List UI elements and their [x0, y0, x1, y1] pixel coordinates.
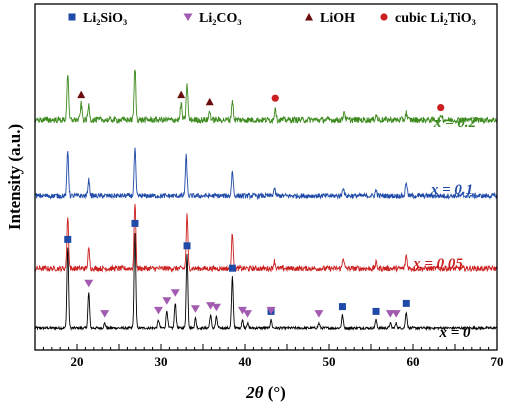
y-axis-title: Intensity (a.u.) [5, 124, 24, 230]
series-line-1 [34, 203, 498, 273]
triangle_up-marker-2 [205, 97, 214, 106]
legend-label-1: Li₂CO₃ [199, 11, 242, 26]
triangle_up-marker-1 [177, 90, 186, 99]
legend-marker-0 [68, 13, 76, 21]
legend-label-3: cubic Li₂TiO₃ [395, 11, 476, 26]
series-line-0 [34, 233, 498, 331]
x-axis-title: 2θ (°) [245, 383, 286, 402]
x-axis-title-unit: (°) [263, 383, 285, 402]
marker-layer [64, 90, 445, 318]
square-marker-7 [402, 299, 410, 307]
legend-marker-3 [380, 13, 388, 21]
x-tick-label-40: 40 [239, 354, 252, 369]
x-tick-label-70: 70 [491, 354, 504, 369]
triangle_down-marker-12 [385, 310, 395, 318]
triangle_down-marker-10 [266, 306, 276, 315]
square-marker-6 [372, 307, 380, 315]
triangle_down-marker-2 [153, 306, 163, 315]
x-tick-label-30: 30 [155, 354, 168, 369]
x-tick-label-50: 50 [323, 354, 336, 369]
series-label-3: x = 0.2 [433, 115, 477, 131]
series-line-3 [34, 69, 498, 125]
series-label-0: x = 0 [438, 325, 471, 341]
legend-label-2: LiOH [320, 11, 355, 26]
legend-marker-2 [305, 13, 313, 21]
plot-frame [34, 3, 498, 351]
triangle_down-marker-3 [162, 297, 172, 305]
x-tick-label-20: 20 [71, 354, 84, 369]
square-marker-5 [338, 303, 346, 311]
triangle_down-marker-7 [211, 303, 221, 312]
legend-marker-1 [183, 13, 193, 21]
circle-marker-0 [271, 94, 279, 102]
triangle_down-marker-13 [391, 310, 401, 318]
tick-layer: 20 30 40 50 60 70 [34, 344, 504, 369]
series-layer [34, 69, 498, 331]
square-marker-3 [228, 264, 236, 272]
legend-label-0: Li₂SiO₃ [83, 11, 127, 26]
series-line-2 [34, 147, 498, 201]
x-axis-title-symbol: 2θ [245, 383, 264, 402]
triangle_down-marker-5 [190, 305, 200, 313]
series-label-1: x = 0.05 [412, 256, 463, 272]
triangle_down-marker-0 [84, 279, 94, 288]
triangle_down-marker-1 [100, 310, 110, 318]
square-marker-2 [183, 242, 191, 250]
circle-marker-1 [437, 103, 445, 112]
triangle_down-marker-9 [243, 310, 253, 318]
square-marker-0 [64, 235, 72, 243]
series-labels: x = 0 x = 0.05 x = 0.1 x = 0.2 [412, 115, 477, 341]
triangle_down-marker-4 [170, 289, 180, 297]
triangle_down-marker-8 [237, 306, 247, 315]
triangle_down-marker-11 [314, 310, 324, 318]
series-label-2: x = 0.1 [430, 182, 473, 198]
x-tick-label-60: 60 [407, 354, 420, 369]
square-marker-1 [131, 219, 139, 227]
triangle_up-marker-0 [77, 90, 86, 99]
legend: Li₂SiO₃ Li₂CO₃ LiOH cubic Li₂TiO₃ [68, 11, 476, 26]
